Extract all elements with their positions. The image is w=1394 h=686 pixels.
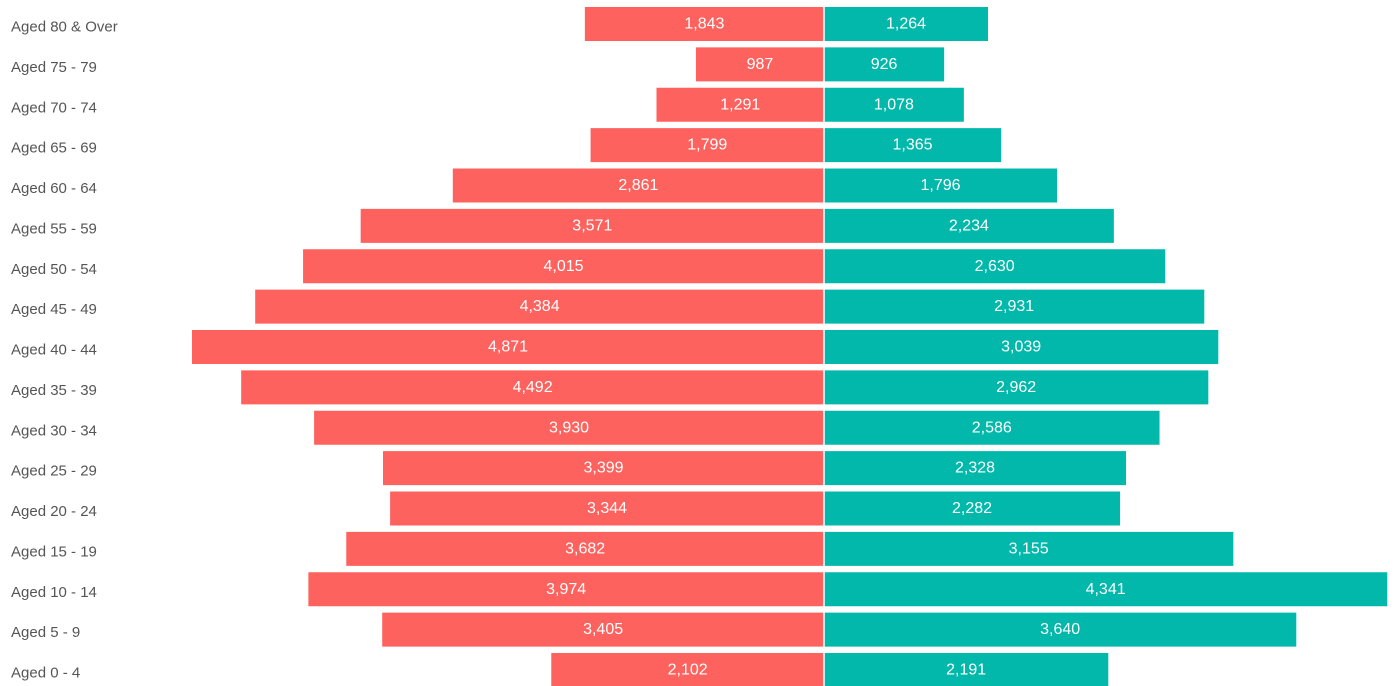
value-labels: 1,843 1,264 987 926 1,291 1,078 1,799 1,365 2,86… [488, 16, 1126, 679]
bar-left [314, 410, 824, 445]
bar-right-value-label: 3,155 [1009, 540, 1049, 557]
bar-right [824, 289, 1205, 324]
bar-left [192, 330, 824, 364]
bar-right-value-label: 2,630 [975, 258, 1015, 275]
bar-right-value-label: 1,078 [874, 96, 914, 113]
bar-left-value-label: 3,344 [587, 500, 627, 517]
bar-right-value-label: 1,264 [886, 16, 926, 33]
bar-right [824, 330, 1219, 364]
bar-left-value-label: 4,492 [513, 379, 553, 396]
category-label: Aged 30 - 34 [11, 422, 97, 439]
bar-left-value-label: 2,102 [668, 662, 708, 679]
bar-right [824, 249, 1166, 284]
bar-right [824, 208, 1114, 243]
bar-right-value-label: 2,962 [996, 379, 1036, 396]
bar-right-value-label: 2,328 [955, 460, 995, 477]
bar-left [382, 612, 824, 647]
bar-right-value-label: 2,586 [972, 419, 1012, 436]
category-label: Aged 0 - 4 [11, 665, 80, 682]
bar-left-value-label: 987 [747, 56, 774, 73]
bar-left-value-label: 3,930 [549, 419, 589, 436]
bar-right [824, 531, 1234, 566]
bar-left [390, 491, 824, 526]
bar-right [824, 168, 1058, 203]
category-label: Aged 45 - 49 [11, 301, 97, 318]
bar-right [824, 7, 989, 41]
category-label: Aged 75 - 79 [11, 59, 97, 76]
bar-left-value-label: 3,405 [583, 621, 623, 638]
bar-left [241, 370, 824, 405]
bar-left [255, 289, 825, 324]
bar-left [308, 572, 824, 607]
bar-right-value-label: 2,282 [952, 500, 992, 517]
bar-right [824, 451, 1127, 486]
bar-left-value-label: 2,861 [618, 177, 658, 194]
category-label: Aged 20 - 24 [11, 503, 97, 520]
category-label: Aged 15 - 19 [11, 543, 97, 560]
bar-right-value-label: 1,365 [893, 137, 933, 154]
bar-left [656, 87, 824, 122]
left-series-bars [192, 7, 825, 686]
bar-left [452, 168, 824, 203]
category-label: Aged 80 & Over [11, 19, 118, 36]
bar-left [382, 451, 824, 486]
bar-left-value-label: 1,799 [687, 137, 727, 154]
bar-right [824, 370, 1209, 405]
bar-left-value-label: 1,843 [684, 16, 724, 33]
bar-left [584, 7, 824, 41]
category-label: Aged 50 - 54 [11, 261, 97, 278]
bar-left [551, 653, 824, 686]
category-label: Aged 10 - 14 [11, 584, 97, 601]
bar-right [824, 47, 945, 82]
category-label: Aged 55 - 59 [11, 220, 97, 237]
bar-right [824, 410, 1160, 445]
bar-left [360, 208, 824, 243]
category-label: Aged 60 - 64 [11, 180, 97, 197]
right-series-bars [824, 7, 1388, 686]
bar-right-value-label: 3,039 [1001, 339, 1041, 356]
bar-right-value-label: 3,640 [1040, 621, 1080, 638]
bar-right-value-label: 2,234 [949, 217, 989, 234]
bar-left [346, 531, 824, 566]
bar-left-value-label: 1,291 [720, 96, 760, 113]
bar-right [824, 128, 1002, 163]
bar-right-value-label: 2,191 [946, 662, 986, 679]
category-label: Aged 5 - 9 [11, 624, 80, 641]
bar-right-value-label: 1,796 [920, 177, 960, 194]
category-label: Aged 35 - 39 [11, 382, 97, 399]
bar-right [824, 87, 964, 122]
bar-left-value-label: 3,399 [583, 460, 623, 477]
bar-right-value-label: 926 [871, 56, 898, 73]
category-labels: Aged 80 & Over Aged 75 - 79 Aged 70 - 74 Ag… [11, 19, 118, 682]
bar-left [303, 249, 824, 284]
bar-left-value-label: 4,871 [488, 339, 528, 356]
bar-right [824, 653, 1109, 686]
category-label: Aged 25 - 29 [11, 463, 97, 480]
category-label: Aged 40 - 44 [11, 342, 97, 359]
bar-left-value-label: 4,384 [520, 298, 560, 315]
bar-right-value-label: 4,341 [1086, 581, 1126, 598]
bar-left-value-label: 3,974 [546, 581, 586, 598]
bar-right-value-label: 2,931 [994, 298, 1034, 315]
bar-left-value-label: 3,682 [565, 540, 605, 557]
bar-right [824, 612, 1297, 647]
bar-right [824, 491, 1121, 526]
bar-left [695, 47, 824, 82]
category-label: Aged 65 - 69 [11, 140, 97, 157]
bar-right [824, 572, 1388, 607]
bar-left-value-label: 4,015 [544, 258, 584, 275]
bar-left-value-label: 3,571 [572, 217, 612, 234]
category-label: Aged 70 - 74 [11, 99, 97, 116]
bar-left [590, 128, 824, 163]
